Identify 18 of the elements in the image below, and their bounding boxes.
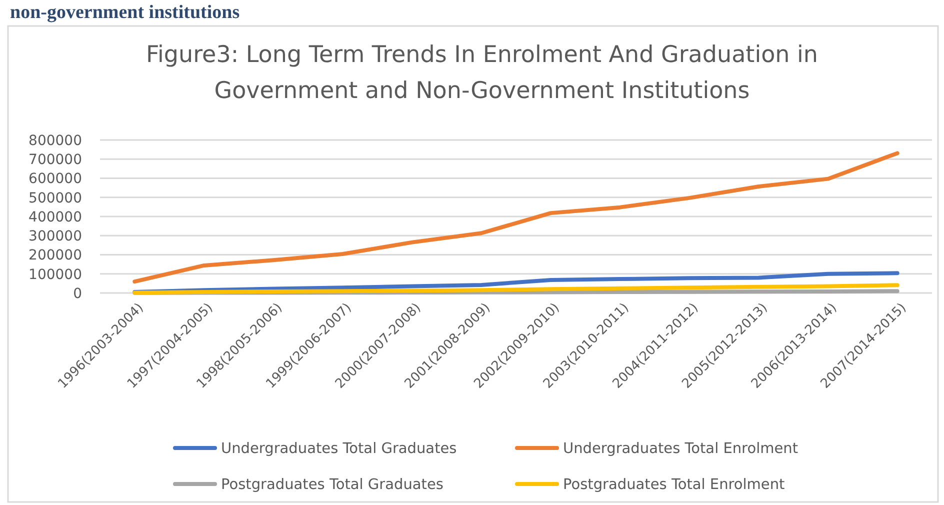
y-tick-label: 300000: [28, 228, 82, 245]
y-tick-label: 200000: [28, 248, 82, 264]
legend-label: Postgraduates Total Enrolment: [563, 477, 786, 494]
y-tick-label: 100000: [28, 266, 82, 283]
legend-label: Postgraduates Total Graduates: [221, 477, 444, 494]
legend-label: Undergraduates Total Enrolment: [563, 441, 798, 458]
legend-label: Undergraduates Total Graduates: [221, 441, 457, 458]
line-series: [132, 283, 900, 295]
y-tick-label: 500000: [28, 190, 82, 206]
line-series: [132, 271, 900, 294]
chart-title: Figure3: Long Term Trends In Enrolment And Graduation in Government and Non-Government Institutions: [146, 42, 818, 104]
y-tick-label: 700000: [28, 152, 82, 168]
y-tick-label: 400000: [28, 209, 82, 226]
y-tick-label: 0: [73, 286, 82, 302]
y-tick-label: 600000: [28, 171, 82, 188]
text: non-government institutions: [10, 2, 240, 23]
line-series: [132, 151, 900, 284]
y-tick-label: 800000: [28, 132, 82, 149]
